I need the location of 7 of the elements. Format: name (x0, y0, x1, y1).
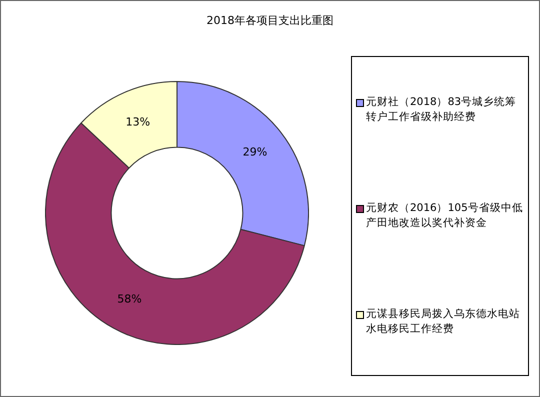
chart-title: 2018年各项目支出比重图 (206, 13, 334, 28)
legend-label: 元财农（2016）105号省级中低产田地改造以奖代补资金 (366, 201, 524, 231)
legend-label: 元谋县移民局拨入乌东德水电站水电移民工作经费 (366, 307, 521, 337)
data-label: 13% (126, 115, 150, 128)
legend-label: 元财社（2018）83号城乡统筹转户工作省级补助经费 (366, 95, 518, 125)
data-label: 29% (242, 145, 268, 158)
data-label: 58% (117, 292, 142, 306)
